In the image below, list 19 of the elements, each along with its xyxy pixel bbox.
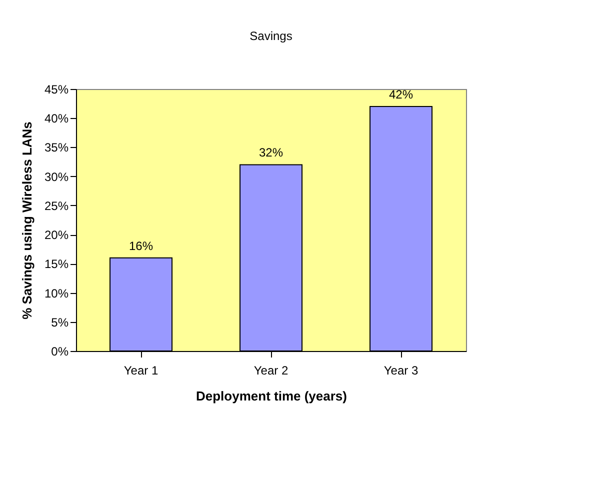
y-tick-label: 45% [44,82,69,96]
y-tick-label: 15% [44,257,69,272]
y-tick-label: 35% [44,140,69,155]
y-tick-label: 0% [51,344,69,358]
data-label: 32% [258,146,284,160]
y-tick-label: 20% [44,228,69,242]
y-tick-label: 30% [44,170,69,184]
y-tick-label: 25% [44,198,69,213]
chart-title: Savings [250,29,292,43]
y-tick-label: 10% [44,286,69,300]
y-axis-title: % Savings using Wireless LANs [19,122,34,320]
x-axis-title: Deployment time (years) [196,388,347,404]
y-tick-label: 40% [44,112,69,126]
x-tick-label: Year 1 [124,364,158,378]
data-label: 42% [388,87,414,102]
data-label: 16% [128,238,154,253]
x-tick-label: Year 2 [254,364,288,378]
x-tick-label: Year 3 [384,364,418,378]
y-tick-label: 5% [51,315,69,330]
